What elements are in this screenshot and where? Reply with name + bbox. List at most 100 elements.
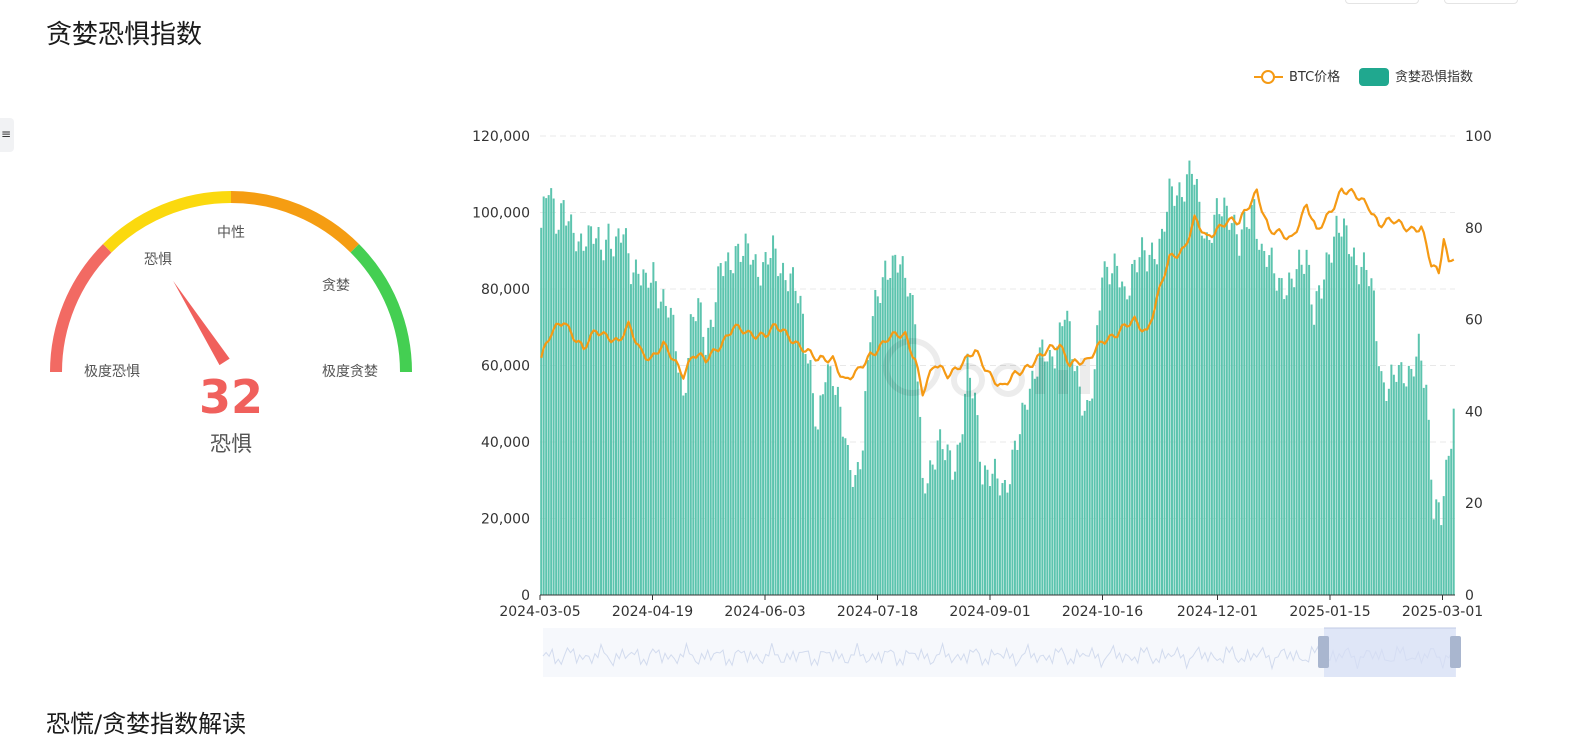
index-bar (590, 226, 593, 595)
index-bar (1153, 259, 1156, 595)
index-bar (627, 253, 630, 596)
index-bar (1048, 349, 1051, 595)
index-bar (629, 284, 632, 595)
index-bar (1407, 365, 1410, 595)
top-right-button[interactable] (1345, 0, 1419, 4)
index-bar (998, 495, 1001, 595)
zoom-handle-right[interactable] (1450, 636, 1461, 668)
index-bar (610, 248, 613, 595)
index-bar (1258, 249, 1261, 595)
index-bar (552, 198, 555, 595)
index-bar (1011, 449, 1014, 595)
data-zoom-slider[interactable] (542, 627, 1461, 677)
index-bar (1347, 254, 1350, 595)
gauge-zone-arc (50, 244, 112, 373)
index-bar (1218, 214, 1221, 596)
index-bar (744, 233, 747, 595)
index-bar (939, 429, 942, 595)
index-bar (1243, 211, 1246, 595)
index-bar (1028, 388, 1031, 595)
gauge-arcs (50, 191, 412, 373)
index-bar (1357, 284, 1360, 595)
index-bar (1008, 484, 1011, 595)
index-bar (811, 393, 814, 595)
index-bar (1293, 287, 1296, 595)
index-bar (752, 259, 755, 595)
gauge-pointer (173, 280, 230, 366)
index-bar (1103, 261, 1106, 595)
index-bar (1325, 252, 1328, 596)
index-bar (889, 277, 892, 595)
index-bar (911, 295, 914, 595)
index-bar (724, 261, 727, 595)
index-bar (899, 264, 902, 595)
index-bar (1238, 255, 1241, 596)
index-bar (739, 261, 742, 595)
index-bar (944, 460, 947, 595)
index-bar (794, 290, 797, 595)
index-bar (799, 295, 802, 595)
x-tick-label: 2024-03-05 (499, 604, 580, 620)
index-bar (644, 272, 647, 595)
legend-index-label[interactable]: 贪婪恐惧指数 (1395, 69, 1473, 85)
index-bar (737, 243, 740, 596)
index-bar (697, 298, 700, 595)
gauge-zone-arc (103, 191, 232, 253)
index-bar (1041, 339, 1044, 595)
index-bar (1053, 368, 1056, 595)
menu-tab[interactable]: ≡ (0, 118, 14, 152)
index-bar (1021, 402, 1024, 595)
index-bar (757, 276, 760, 595)
index-bar (881, 277, 884, 595)
index-bar (824, 382, 827, 595)
index-bar (1417, 333, 1420, 595)
index-bar (550, 188, 553, 595)
index-bar (981, 484, 984, 595)
top-right-button[interactable] (1444, 0, 1518, 4)
index-bar (1123, 286, 1126, 595)
index-bar (704, 354, 707, 595)
index-bar (642, 269, 645, 595)
index-bar (983, 465, 986, 595)
index-bar (1313, 324, 1316, 595)
zoom-selected-window[interactable] (1324, 628, 1456, 677)
gauge-value: 32 (199, 370, 263, 424)
index-bar (570, 214, 573, 595)
index-bar (1220, 216, 1223, 595)
gauge-zone-label-extreme-greed: 极度贪婪 (322, 364, 378, 380)
index-bar (851, 486, 854, 595)
chart-legend[interactable]: BTC价格 贪婪恐惧指数 (1254, 68, 1473, 86)
index-bar (871, 316, 874, 595)
index-bar (1230, 223, 1233, 595)
index-bar (921, 477, 924, 595)
chart-grid (540, 135, 1455, 519)
index-bar (949, 450, 952, 595)
y-left-tick-label: 40,000 (481, 435, 530, 451)
index-bar (1033, 378, 1036, 595)
y-right-tick-label: 80 (1465, 221, 1483, 237)
index-bar (1200, 235, 1203, 595)
index-bar (966, 353, 969, 595)
index-bar (916, 381, 919, 595)
index-bar (1273, 273, 1276, 595)
index-bar (712, 326, 715, 595)
index-bar (1318, 285, 1321, 595)
index-bar (572, 232, 575, 595)
index-bar (540, 227, 543, 596)
legend-btc-label[interactable]: BTC价格 (1289, 69, 1340, 85)
index-bar (575, 251, 578, 596)
index-bar (1083, 410, 1086, 595)
index-bar (1023, 404, 1026, 595)
index-bar (1245, 227, 1248, 595)
zoom-preview-line (542, 641, 1456, 671)
index-bars (540, 160, 1455, 596)
index-bar (667, 317, 670, 595)
index-bar (1290, 278, 1293, 595)
index-bar (612, 256, 615, 595)
index-bar (834, 394, 837, 595)
index-bar (986, 469, 989, 595)
index-bar (587, 225, 590, 595)
zoom-handle-left[interactable] (1318, 636, 1329, 668)
index-bar (1328, 254, 1331, 596)
index-bar (595, 238, 598, 595)
